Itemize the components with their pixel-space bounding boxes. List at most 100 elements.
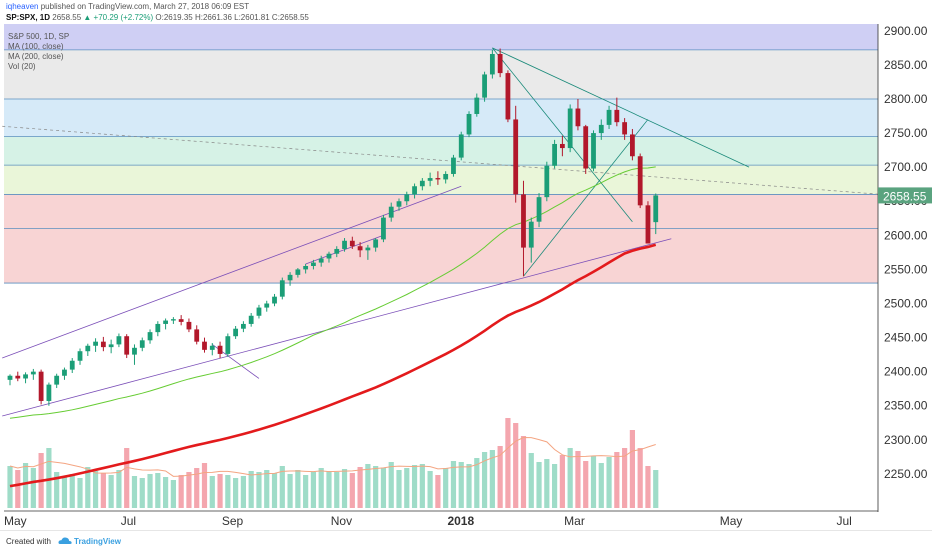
volume-bar: [559, 455, 565, 508]
price-tick-label: 2250.00: [884, 467, 928, 481]
volume-bar: [629, 430, 635, 508]
candle-body: [54, 375, 60, 385]
candle-body: [139, 340, 145, 348]
volume-bar: [544, 459, 550, 508]
volume-bar: [466, 464, 472, 508]
volume-bar: [489, 450, 495, 508]
volume-bar: [318, 468, 324, 508]
candle-body: [116, 336, 122, 345]
candle-body: [388, 206, 394, 218]
fib-zone: [4, 24, 878, 50]
legend-ma200: MA (200, close): [8, 52, 64, 61]
volume-bar: [287, 474, 293, 508]
volume-bar: [155, 473, 161, 508]
candle-body: [645, 205, 651, 244]
candle-body: [241, 323, 246, 329]
candlesticks: [7, 48, 659, 406]
price-axis: 2900.002850.002800.002750.002700.002650.…: [877, 24, 932, 512]
candle-body: [451, 157, 456, 174]
volume-bar: [310, 472, 317, 508]
candle-body: [357, 246, 363, 251]
candle-body: [521, 194, 526, 248]
candle-body: [513, 119, 519, 195]
candle-body: [93, 341, 98, 346]
price-tick-label: 2750.00: [884, 126, 928, 140]
candle-body: [396, 201, 402, 207]
volume-bar: [201, 463, 208, 508]
volume-bar: [264, 470, 270, 508]
volume-bars: [7, 418, 659, 508]
volume-bar: [217, 474, 223, 508]
candle-body: [7, 375, 13, 380]
candle-body: [303, 266, 309, 270]
volume-bar: [100, 473, 106, 508]
volume-bar: [411, 465, 418, 508]
author-link[interactable]: iqheaven: [6, 2, 39, 11]
ma100-path: [9, 166, 656, 419]
volume-bar: [69, 474, 75, 508]
cloud-icon: [58, 537, 72, 544]
candle-body: [622, 122, 628, 135]
candle-body: [435, 178, 441, 180]
volume-bar: [404, 468, 410, 508]
price-tick-label: 2350.00: [884, 399, 928, 413]
candle-body: [85, 345, 91, 352]
candle-body: [381, 217, 386, 240]
candle-body: [225, 336, 231, 354]
volume-bar: [520, 436, 527, 508]
candle-body: [256, 307, 262, 316]
candle-body: [373, 239, 379, 248]
candle-body: [147, 332, 153, 341]
candle-body: [38, 371, 44, 401]
volume-bar: [474, 458, 480, 508]
volume-bar: [552, 464, 558, 508]
volume-bar: [92, 471, 99, 508]
candle-body: [15, 375, 21, 379]
candle-body: [202, 341, 207, 350]
price-tick-label: 2850.00: [884, 58, 928, 72]
candle-body: [30, 371, 36, 375]
volume-bar: [303, 475, 309, 508]
candle-body: [279, 280, 285, 297]
candle-body: [124, 336, 130, 355]
candle-body: [295, 269, 301, 275]
candle-body: [77, 351, 83, 361]
candle-body: [209, 345, 215, 350]
volume-ma-path: [9, 436, 656, 477]
trend-line: [523, 119, 649, 277]
candle-body: [536, 197, 542, 222]
volume-bar: [458, 462, 464, 508]
legend-volume: Vol (20): [8, 62, 36, 71]
trend-line: [492, 47, 750, 168]
volume-bar: [61, 476, 68, 508]
volume-bar: [622, 448, 628, 508]
volume-bar: [481, 452, 488, 508]
candle-body: [342, 240, 347, 249]
candle-body: [62, 369, 67, 376]
candle-body: [474, 97, 480, 114]
candle-body: [23, 374, 28, 379]
volume-bar: [645, 466, 651, 508]
fib-zone: [4, 136, 878, 166]
volume-bar: [131, 476, 138, 508]
volume-bar: [170, 480, 176, 508]
candle-body: [653, 195, 659, 223]
last-price-badge: [878, 187, 932, 204]
candle-body: [217, 345, 223, 354]
candle-body: [598, 124, 604, 134]
time-tick-label: Jul: [836, 514, 851, 528]
price-tick-label: 2550.00: [884, 262, 928, 276]
volume-bar: [233, 478, 239, 508]
fib-zone: [4, 98, 878, 137]
fib-zone: [4, 194, 878, 229]
candle-body: [69, 360, 75, 370]
volume-bar: [116, 470, 122, 508]
volume-bar: [567, 448, 573, 508]
candle-body: [606, 109, 612, 125]
tradingview-logo[interactable]: TradingView: [58, 536, 128, 548]
candle-body: [311, 262, 316, 266]
volume-bar: [373, 466, 379, 508]
created-with-text: Created with: [6, 537, 51, 546]
volume-bar: [186, 472, 192, 508]
